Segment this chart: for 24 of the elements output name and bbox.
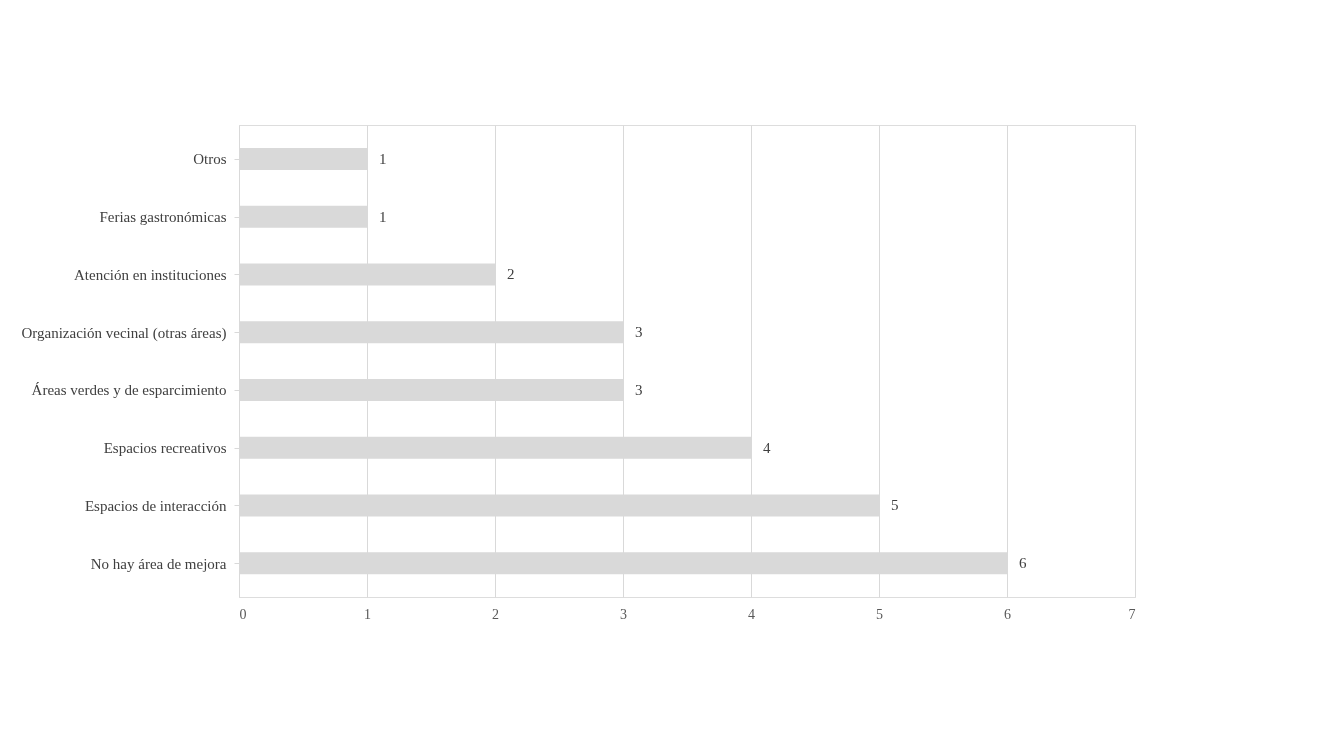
x-tick-label: 2 bbox=[492, 606, 499, 622]
data-label: 1 bbox=[379, 150, 387, 167]
y-tick-label: No hay área de mejora bbox=[90, 555, 227, 572]
y-tick-label: Otros bbox=[193, 151, 227, 168]
data-label: 1 bbox=[379, 208, 387, 225]
x-tick-label: 6 bbox=[1004, 606, 1011, 622]
y-tick-label: Áreas verdes y de esparcimiento bbox=[31, 382, 227, 399]
y-tick-label: Ferias gastronómicas bbox=[99, 209, 227, 226]
x-tick-label: 4 bbox=[748, 606, 755, 622]
data-label: 5 bbox=[891, 497, 899, 514]
x-tick-label: 7 bbox=[1128, 606, 1136, 622]
data-label: 6 bbox=[1019, 555, 1027, 572]
data-label: 4 bbox=[763, 439, 771, 456]
y-tick-label: Atención en instituciones bbox=[74, 266, 227, 283]
x-tick-label: 0 bbox=[239, 606, 247, 622]
data-label: 3 bbox=[635, 381, 643, 398]
y-tick-label: Espacios recreativos bbox=[103, 440, 227, 457]
x-tick-label: 5 bbox=[876, 606, 883, 622]
data-label: 2 bbox=[507, 266, 515, 283]
y-tick-label: Espacios de interacción bbox=[84, 497, 227, 514]
y-tick-label: Organización vecinal (otras áreas) bbox=[21, 324, 227, 342]
x-tick-label: 3 bbox=[620, 606, 627, 622]
x-tick-label: 1 bbox=[364, 606, 371, 622]
data-label: 3 bbox=[635, 324, 643, 341]
